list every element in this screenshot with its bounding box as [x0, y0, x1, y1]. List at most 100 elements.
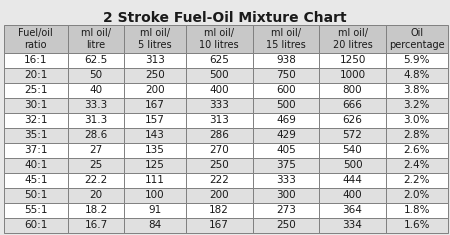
FancyBboxPatch shape [68, 25, 124, 53]
Text: 200: 200 [209, 190, 229, 200]
FancyBboxPatch shape [252, 173, 319, 188]
FancyBboxPatch shape [68, 158, 124, 173]
FancyBboxPatch shape [386, 143, 448, 158]
FancyBboxPatch shape [68, 173, 124, 188]
Text: 500: 500 [343, 160, 362, 170]
Text: 250: 250 [209, 160, 229, 170]
FancyBboxPatch shape [319, 188, 386, 203]
Text: 444: 444 [342, 175, 363, 185]
Text: 55:1: 55:1 [24, 205, 48, 215]
FancyBboxPatch shape [386, 83, 448, 98]
Text: 27: 27 [90, 145, 103, 155]
FancyBboxPatch shape [386, 203, 448, 218]
Text: 273: 273 [276, 205, 296, 215]
FancyBboxPatch shape [252, 188, 319, 203]
FancyBboxPatch shape [186, 25, 252, 53]
Text: 750: 750 [276, 70, 296, 80]
FancyBboxPatch shape [186, 98, 252, 113]
Text: 2.0%: 2.0% [404, 190, 430, 200]
Text: 2.4%: 2.4% [404, 160, 430, 170]
Text: 20: 20 [90, 190, 103, 200]
Text: ml oil/
10 litres: ml oil/ 10 litres [199, 28, 239, 50]
FancyBboxPatch shape [252, 53, 319, 68]
Text: 167: 167 [209, 220, 229, 230]
Text: 60:1: 60:1 [24, 220, 47, 230]
Text: 500: 500 [209, 70, 229, 80]
FancyBboxPatch shape [252, 143, 319, 158]
Text: 32:1: 32:1 [24, 115, 48, 125]
Text: 626: 626 [342, 115, 363, 125]
Text: 18.2: 18.2 [84, 205, 108, 215]
Text: 30:1: 30:1 [24, 100, 47, 110]
Text: 40:1: 40:1 [24, 160, 47, 170]
Text: 2 Stroke Fuel-Oil Mixture Chart: 2 Stroke Fuel-Oil Mixture Chart [103, 11, 347, 25]
FancyBboxPatch shape [319, 25, 386, 53]
FancyBboxPatch shape [124, 128, 186, 143]
Text: 469: 469 [276, 115, 296, 125]
Text: 25: 25 [90, 160, 103, 170]
Text: 222: 222 [209, 175, 229, 185]
FancyBboxPatch shape [319, 143, 386, 158]
Text: 333: 333 [209, 100, 229, 110]
FancyBboxPatch shape [4, 113, 68, 128]
Text: 25:1: 25:1 [24, 85, 48, 95]
FancyBboxPatch shape [68, 188, 124, 203]
Text: 50:1: 50:1 [24, 190, 47, 200]
FancyBboxPatch shape [68, 53, 124, 68]
Text: 50: 50 [90, 70, 103, 80]
FancyBboxPatch shape [386, 218, 448, 233]
FancyBboxPatch shape [4, 83, 68, 98]
Text: 33.3: 33.3 [84, 100, 108, 110]
FancyBboxPatch shape [4, 53, 68, 68]
FancyBboxPatch shape [4, 25, 68, 53]
Text: 100: 100 [145, 190, 165, 200]
FancyBboxPatch shape [68, 218, 124, 233]
Text: 286: 286 [209, 130, 229, 140]
FancyBboxPatch shape [4, 188, 68, 203]
Text: 22.2: 22.2 [84, 175, 108, 185]
Text: 37:1: 37:1 [24, 145, 48, 155]
FancyBboxPatch shape [68, 98, 124, 113]
Text: 40: 40 [90, 85, 103, 95]
FancyBboxPatch shape [186, 143, 252, 158]
FancyBboxPatch shape [4, 128, 68, 143]
Text: 31.3: 31.3 [84, 115, 108, 125]
Text: 1000: 1000 [339, 70, 365, 80]
FancyBboxPatch shape [319, 128, 386, 143]
Text: 20:1: 20:1 [24, 70, 47, 80]
Text: ml oil/
15 litres: ml oil/ 15 litres [266, 28, 306, 50]
Text: 333: 333 [276, 175, 296, 185]
Text: 250: 250 [276, 220, 296, 230]
FancyBboxPatch shape [68, 83, 124, 98]
Text: 4.8%: 4.8% [404, 70, 430, 80]
Text: 666: 666 [342, 100, 363, 110]
FancyBboxPatch shape [386, 188, 448, 203]
Text: 157: 157 [145, 115, 165, 125]
Text: 938: 938 [276, 55, 296, 65]
FancyBboxPatch shape [4, 173, 68, 188]
Text: 135: 135 [145, 145, 165, 155]
FancyBboxPatch shape [124, 188, 186, 203]
Text: 2.8%: 2.8% [404, 130, 430, 140]
FancyBboxPatch shape [319, 218, 386, 233]
FancyBboxPatch shape [386, 25, 448, 53]
FancyBboxPatch shape [252, 25, 319, 53]
FancyBboxPatch shape [124, 68, 186, 83]
FancyBboxPatch shape [186, 203, 252, 218]
FancyBboxPatch shape [386, 53, 448, 68]
Text: 3.0%: 3.0% [404, 115, 430, 125]
FancyBboxPatch shape [252, 68, 319, 83]
Text: 143: 143 [145, 130, 165, 140]
FancyBboxPatch shape [319, 53, 386, 68]
Text: 400: 400 [209, 85, 229, 95]
FancyBboxPatch shape [186, 68, 252, 83]
Text: 313: 313 [145, 55, 165, 65]
FancyBboxPatch shape [386, 173, 448, 188]
Text: 2.6%: 2.6% [404, 145, 430, 155]
Text: 5.9%: 5.9% [404, 55, 430, 65]
Text: 400: 400 [343, 190, 362, 200]
Text: ml oil/
20 litres: ml oil/ 20 litres [333, 28, 373, 50]
Text: 3.2%: 3.2% [404, 100, 430, 110]
FancyBboxPatch shape [68, 143, 124, 158]
Text: 600: 600 [276, 85, 296, 95]
